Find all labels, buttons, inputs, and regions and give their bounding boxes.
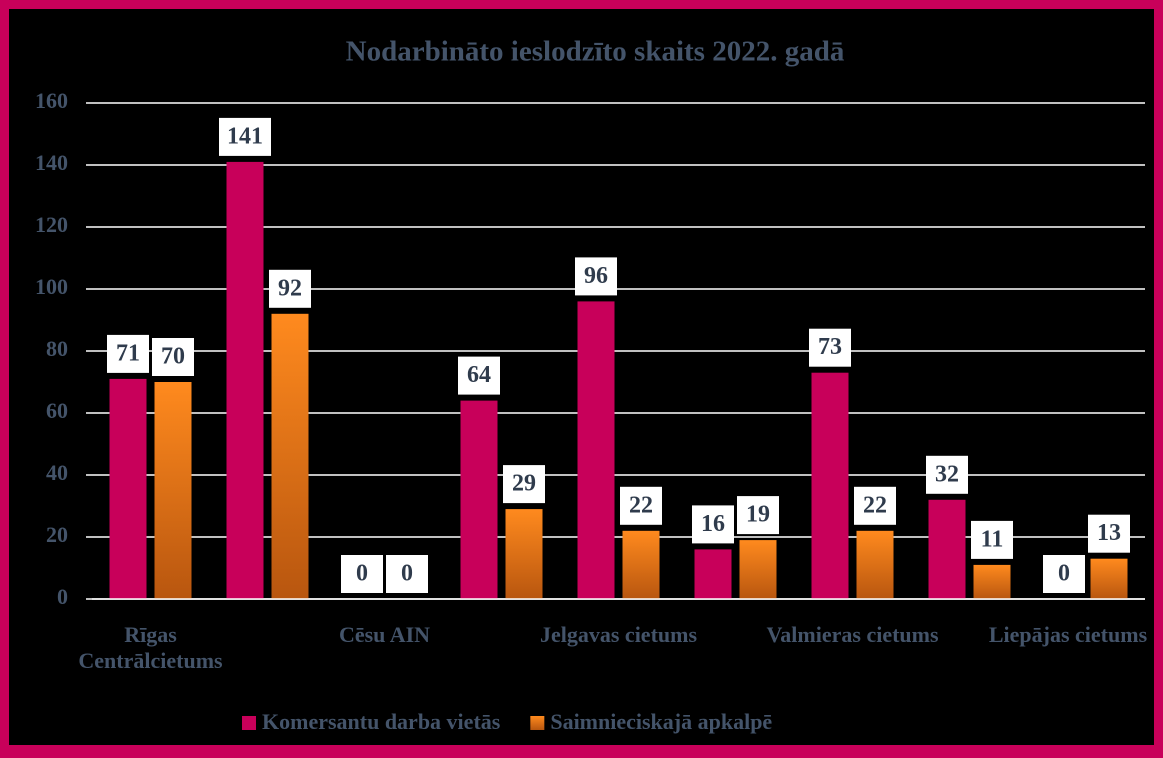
data-label: 0 [1058,561,1070,587]
data-label: 29 [512,471,536,497]
data-label-box [219,117,271,156]
legend-label: Saimnieciskajā apkalpē [550,709,772,734]
y-tick-label: 160 [35,88,68,113]
data-label-box [854,486,896,525]
data-label: 0 [356,561,368,587]
legend-label: Komersantu darba vietās [262,709,501,734]
data-label-box [971,520,1013,559]
data-label-box [458,356,500,395]
bar [739,540,777,599]
bar [622,530,660,599]
y-tick-label: 0 [57,584,68,609]
y-tick-label: 60 [46,398,68,423]
bar [271,313,309,599]
bar [973,564,1011,599]
data-label: 19 [746,502,770,528]
data-label: 96 [584,263,608,289]
bar [1090,558,1128,599]
data-label-box [503,465,545,504]
x-tick-label: Rīgas Centrālcietums [78,622,223,673]
y-tick-label: 120 [35,212,68,237]
bar [811,372,849,599]
data-label: 13 [1097,520,1121,546]
data-label: 16 [701,511,725,537]
data-label-box [152,338,194,376]
x-tick-label: Liepājas cietums [988,622,1148,647]
bar [505,509,543,599]
bar [154,382,192,599]
chart-title: Nodarbināto ieslodzīto skaits 2022. gadā [346,36,845,68]
bar [694,549,732,599]
data-label-box [1088,514,1130,553]
data-label-box [386,555,428,593]
data-label: 22 [629,492,653,518]
y-tick-label: 20 [46,522,68,547]
data-label: 11 [981,526,1004,552]
data-label-box [692,505,734,544]
data-label: 70 [161,344,185,370]
data-label-box [737,496,779,535]
data-label: 71 [116,340,140,366]
bar [577,301,615,599]
x-tick-label: Cēsu AIN [338,622,431,647]
data-label-box [1043,555,1085,593]
x-tick-label: Valmieras cietums [766,622,939,647]
data-label: 22 [863,492,887,518]
data-label: 0 [401,561,413,587]
data-label-box [107,334,149,373]
bar [928,499,966,599]
bar [856,530,894,599]
data-label-box [620,486,662,525]
data-label-box [926,455,968,494]
legend-swatch [530,716,545,730]
y-tick-label: 140 [35,150,68,175]
data-label: 32 [935,461,959,487]
bar [460,400,498,599]
data-label-box [341,555,383,593]
y-tick-label: 100 [35,274,68,299]
y-tick-label: 80 [46,336,68,361]
x-tick-label: Jelgavas cietums [539,622,698,647]
y-tick-label: 40 [46,460,68,485]
bar [109,378,147,599]
data-label: 73 [818,334,842,360]
bar [226,161,264,599]
legend-swatch [242,716,256,730]
data-label: 141 [227,123,263,149]
data-label-box [809,328,851,367]
data-label-box [575,257,617,296]
data-label: 92 [278,275,302,301]
data-label-box [269,269,311,308]
data-label: 64 [467,362,491,388]
